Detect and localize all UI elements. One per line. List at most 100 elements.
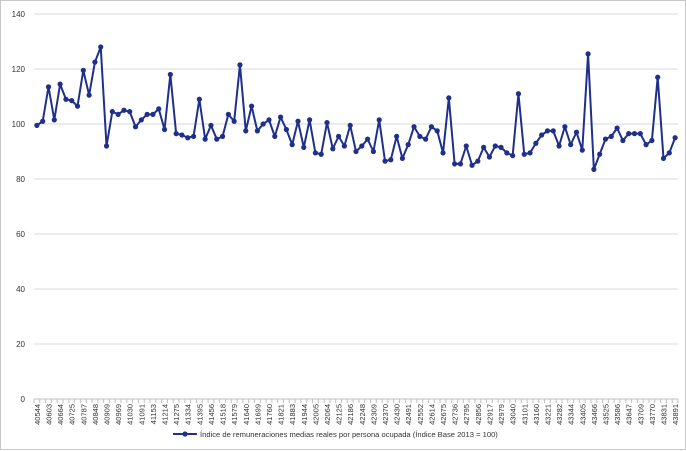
y-tick-label: 40 — [16, 285, 25, 294]
x-tick-label: 41395 — [195, 404, 204, 425]
data-point — [243, 128, 249, 134]
data-point — [295, 118, 301, 124]
data-point — [475, 158, 481, 164]
data-point — [306, 117, 313, 123]
y-tick-label: 60 — [16, 230, 25, 239]
data-point — [562, 124, 568, 130]
data-point — [237, 62, 243, 68]
data-point — [98, 44, 104, 50]
data-point — [190, 133, 197, 139]
x-tick-label: 43282 — [555, 404, 564, 425]
data-point — [486, 154, 493, 160]
data-point — [649, 137, 655, 144]
y-tick-label: 140 — [12, 10, 26, 19]
x-tick-label: 43405 — [578, 404, 587, 425]
data-point — [92, 59, 98, 65]
data-point — [521, 151, 527, 157]
x-tick-label: 40848 — [91, 404, 100, 425]
x-tick-label: 41821 — [277, 404, 286, 425]
x-tick-label: 43586 — [613, 404, 622, 425]
data-point — [40, 118, 46, 124]
legend-point-marker — [182, 431, 188, 437]
data-point — [132, 124, 139, 130]
x-tick-label: 41275 — [172, 404, 181, 425]
x-tick-label: 43160 — [532, 404, 541, 425]
x-tick-label: 40544 — [33, 404, 42, 425]
y-tick-label: 80 — [16, 175, 25, 184]
data-point — [446, 95, 452, 101]
x-tick-label: 42064 — [323, 404, 332, 425]
x-tick-label: 42491 — [404, 404, 413, 425]
x-tick-label: 42979 — [497, 404, 506, 425]
x-tick-label: 43466 — [590, 404, 599, 425]
x-tick-label: 42917 — [485, 404, 494, 425]
data-point — [185, 135, 191, 141]
data-point — [161, 126, 168, 133]
data-point — [411, 124, 417, 130]
x-tick-label: 43891 — [671, 404, 680, 425]
y-tick-label: 20 — [16, 340, 25, 349]
x-tick-label: 42370 — [381, 404, 390, 425]
data-point — [655, 74, 661, 80]
y-axis-tick-labels: 0 20 40 60 80 100 120 140 — [12, 10, 26, 404]
data-point — [492, 143, 498, 149]
data-point — [591, 166, 597, 172]
gridlines — [34, 13, 678, 345]
x-tick-label: 42675 — [439, 404, 448, 425]
data-point — [283, 126, 289, 133]
data-point — [585, 51, 591, 57]
data-point — [457, 161, 464, 167]
data-point — [301, 144, 307, 150]
data-point — [219, 133, 226, 139]
data-point — [498, 144, 504, 150]
x-tick-label: 40664 — [56, 404, 65, 425]
x-tick-label: 40969 — [114, 404, 123, 425]
data-point — [335, 133, 342, 139]
data-point — [370, 148, 377, 155]
data-point — [660, 155, 667, 161]
data-point — [266, 117, 272, 123]
x-tick-label: 41640 — [242, 404, 251, 425]
series-layer — [34, 44, 678, 172]
data-point — [539, 132, 545, 138]
x-tick-label: 43101 — [520, 404, 529, 425]
x-tick-label: 41518 — [219, 404, 228, 425]
data-point — [324, 120, 330, 126]
data-point — [254, 128, 260, 134]
data-point — [527, 150, 533, 156]
data-point — [544, 128, 551, 134]
data-point — [405, 142, 411, 148]
data-point — [365, 136, 371, 142]
data-point — [452, 161, 458, 167]
data-point — [672, 135, 678, 141]
data-point — [626, 131, 632, 137]
data-point — [208, 122, 214, 128]
data-point — [51, 117, 57, 123]
data-point — [347, 122, 353, 128]
data-point — [202, 136, 208, 142]
data-point — [121, 107, 127, 113]
data-point — [109, 109, 115, 115]
data-point — [423, 136, 429, 142]
x-tick-label: 41579 — [230, 404, 239, 425]
x-tick-label: 43525 — [601, 404, 610, 425]
data-point — [428, 124, 435, 130]
x-tick-label: 41030 — [126, 404, 135, 425]
data-point — [289, 142, 295, 148]
x-tick-label: 42795 — [462, 404, 471, 425]
x-axis-tick-labels: 40544 40603 40664 40725 40787 40848 40909 40969… — [33, 404, 680, 425]
x-tick-label: 42309 — [369, 404, 378, 425]
data-point — [434, 128, 440, 134]
x-tick-label: 40603 — [45, 404, 54, 425]
x-tick-label: 43831 — [659, 404, 668, 425]
data-point — [469, 162, 475, 168]
x-tick-label: 43770 — [648, 404, 657, 425]
x-tick-label: 40909 — [103, 404, 112, 425]
data-point — [80, 67, 86, 73]
x-tick-label: 42125 — [335, 404, 344, 425]
data-point — [597, 151, 603, 157]
x-tick-label: 41091 — [137, 404, 146, 425]
data-point — [138, 117, 144, 123]
data-point — [272, 133, 278, 139]
data-point — [376, 117, 382, 123]
